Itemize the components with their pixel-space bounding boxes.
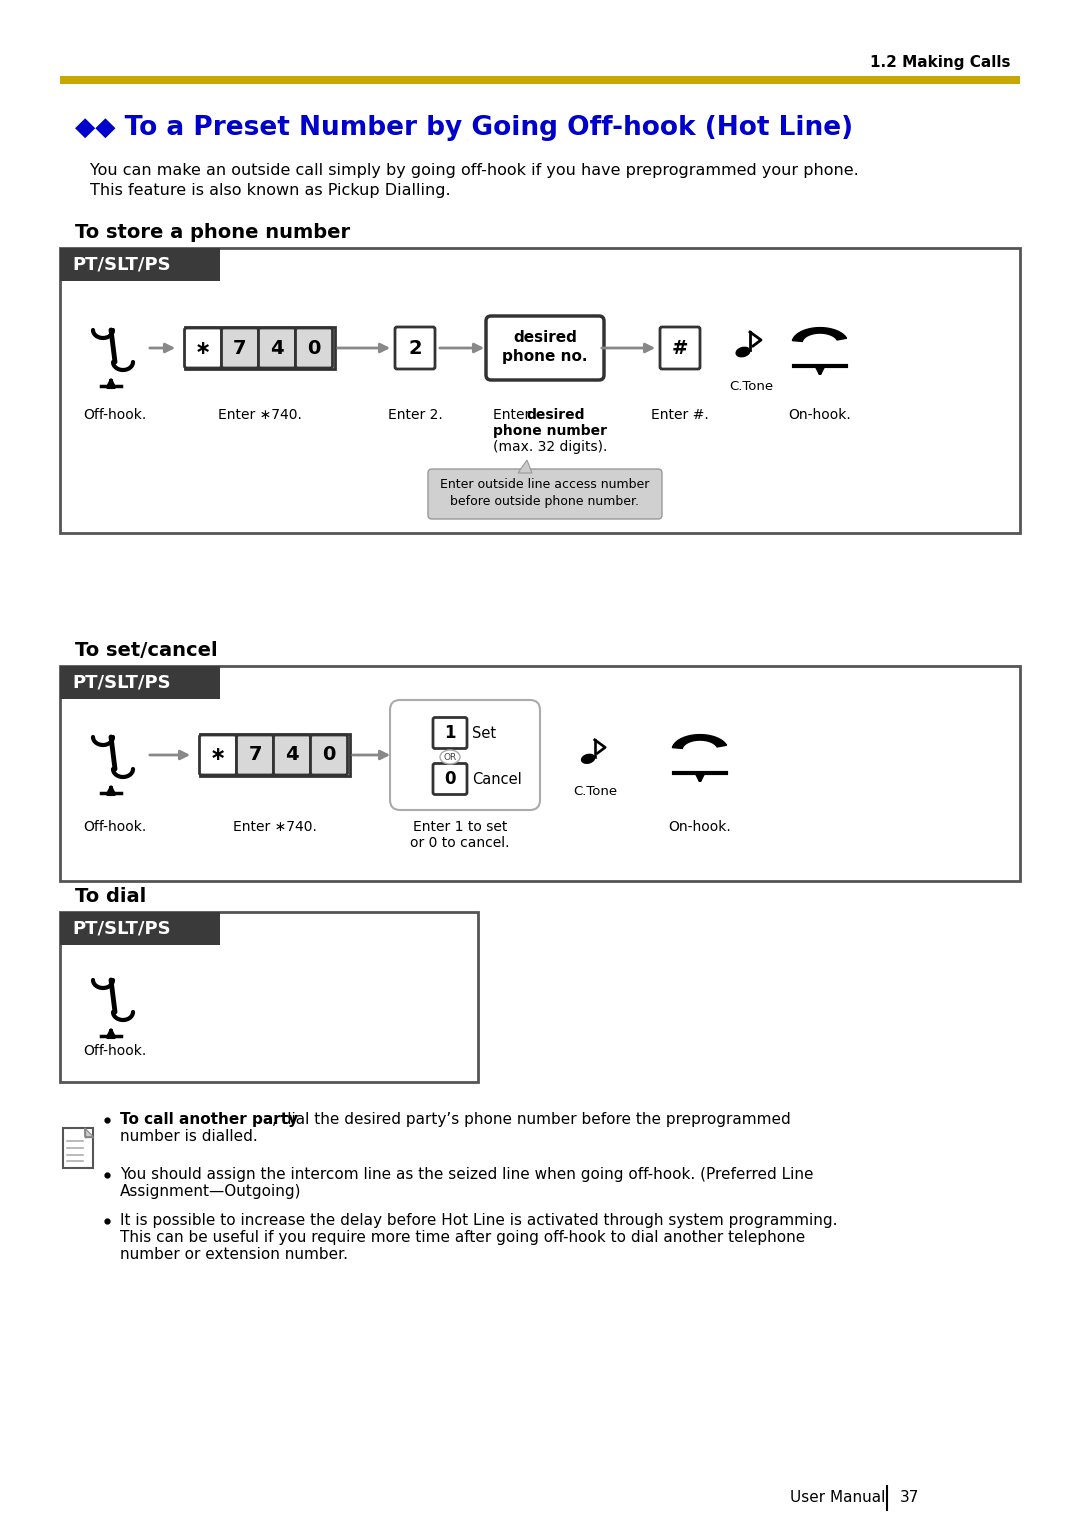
Bar bbox=[60, 248, 220, 281]
FancyBboxPatch shape bbox=[486, 316, 604, 380]
FancyBboxPatch shape bbox=[433, 764, 467, 795]
Text: You should assign the intercom line as the seized line when going off-hook. (Pre: You should assign the intercom line as t… bbox=[120, 1167, 813, 1183]
Text: #: # bbox=[672, 339, 688, 358]
Text: Enter 2.: Enter 2. bbox=[388, 408, 443, 422]
Text: (max. 32 digits).: (max. 32 digits). bbox=[492, 440, 607, 454]
Text: Enter: Enter bbox=[492, 408, 535, 422]
Polygon shape bbox=[518, 460, 532, 474]
Bar bbox=[60, 666, 220, 698]
Text: ◆◆ To a Preset Number by Going Off-hook (Hot Line): ◆◆ To a Preset Number by Going Off-hook … bbox=[75, 115, 853, 141]
Text: desired: desired bbox=[526, 408, 584, 422]
Text: 2: 2 bbox=[408, 339, 422, 358]
FancyBboxPatch shape bbox=[390, 700, 540, 810]
FancyBboxPatch shape bbox=[185, 329, 221, 368]
Ellipse shape bbox=[582, 755, 595, 764]
Text: Cancel: Cancel bbox=[472, 772, 522, 787]
Text: number or extension number.: number or extension number. bbox=[120, 1247, 348, 1262]
Text: It is possible to increase the delay before Hot Line is activated through system: It is possible to increase the delay bef… bbox=[120, 1213, 837, 1229]
Text: 1: 1 bbox=[444, 724, 456, 743]
Text: , dial the desired party’s phone number before the preprogrammed: , dial the desired party’s phone number … bbox=[272, 1112, 791, 1128]
Text: 0: 0 bbox=[444, 770, 456, 788]
FancyBboxPatch shape bbox=[258, 329, 296, 368]
Text: ∗: ∗ bbox=[194, 339, 212, 358]
Text: Enter ∗740.: Enter ∗740. bbox=[233, 821, 316, 834]
Text: Off-hook.: Off-hook. bbox=[83, 821, 147, 834]
Bar bbox=[200, 733, 350, 776]
Text: C.Tone: C.Tone bbox=[729, 380, 773, 393]
Text: Enter #.: Enter #. bbox=[651, 408, 708, 422]
Text: C.Tone: C.Tone bbox=[572, 785, 617, 798]
Text: PT/SLT/PS: PT/SLT/PS bbox=[72, 920, 171, 938]
Text: number is dialled.: number is dialled. bbox=[120, 1129, 258, 1144]
Text: desired: desired bbox=[513, 330, 577, 345]
Text: 0: 0 bbox=[322, 746, 336, 764]
Text: before outside phone number.: before outside phone number. bbox=[450, 495, 639, 509]
Text: phone number: phone number bbox=[492, 423, 607, 439]
Text: OR: OR bbox=[444, 752, 457, 761]
Polygon shape bbox=[84, 1128, 93, 1137]
Text: 7: 7 bbox=[248, 746, 261, 764]
Text: To set/cancel: To set/cancel bbox=[75, 640, 218, 660]
FancyBboxPatch shape bbox=[273, 735, 311, 775]
Text: 4: 4 bbox=[270, 339, 284, 358]
Text: Enter 1 to set: Enter 1 to set bbox=[413, 821, 508, 834]
Text: Off-hook.: Off-hook. bbox=[83, 1044, 147, 1057]
Text: On-hook.: On-hook. bbox=[669, 821, 731, 834]
FancyBboxPatch shape bbox=[433, 718, 467, 749]
Text: 37: 37 bbox=[900, 1490, 919, 1505]
Text: 4: 4 bbox=[285, 746, 299, 764]
Text: On-hook.: On-hook. bbox=[788, 408, 851, 422]
FancyBboxPatch shape bbox=[221, 329, 258, 368]
Text: Enter outside line access number: Enter outside line access number bbox=[441, 477, 650, 490]
Text: To store a phone number: To store a phone number bbox=[75, 223, 350, 241]
Bar bbox=[60, 76, 1020, 84]
Text: This feature is also known as Pickup Dialling.: This feature is also known as Pickup Dia… bbox=[90, 182, 450, 197]
Text: User Manual: User Manual bbox=[789, 1490, 886, 1505]
Text: You can make an outside call simply by going off-hook if you have preprogrammed : You can make an outside call simply by g… bbox=[90, 162, 859, 177]
Text: Enter ∗740.: Enter ∗740. bbox=[218, 408, 302, 422]
Text: phone no.: phone no. bbox=[502, 350, 588, 365]
Text: 1.2 Making Calls: 1.2 Making Calls bbox=[869, 55, 1010, 69]
FancyBboxPatch shape bbox=[660, 327, 700, 368]
Bar bbox=[60, 248, 1020, 533]
Bar bbox=[63, 1128, 93, 1167]
FancyBboxPatch shape bbox=[311, 735, 348, 775]
FancyBboxPatch shape bbox=[237, 735, 273, 775]
Text: To call another party: To call another party bbox=[120, 1112, 298, 1128]
Polygon shape bbox=[793, 327, 847, 341]
Text: PT/SLT/PS: PT/SLT/PS bbox=[72, 674, 171, 692]
Text: Off-hook.: Off-hook. bbox=[83, 408, 147, 422]
Ellipse shape bbox=[440, 750, 460, 764]
Text: ∗: ∗ bbox=[210, 746, 226, 764]
FancyBboxPatch shape bbox=[296, 329, 333, 368]
FancyBboxPatch shape bbox=[428, 469, 662, 520]
Polygon shape bbox=[673, 735, 727, 749]
Bar bbox=[60, 666, 1020, 882]
Ellipse shape bbox=[737, 347, 750, 356]
Text: This can be useful if you require more time after going off-hook to dial another: This can be useful if you require more t… bbox=[120, 1230, 806, 1245]
Text: To dial: To dial bbox=[75, 886, 146, 906]
FancyBboxPatch shape bbox=[200, 735, 237, 775]
Bar bbox=[60, 912, 478, 1082]
Text: 7: 7 bbox=[233, 339, 246, 358]
Text: PT/SLT/PS: PT/SLT/PS bbox=[72, 255, 171, 274]
Bar bbox=[185, 327, 335, 368]
FancyBboxPatch shape bbox=[395, 327, 435, 368]
Text: or 0 to cancel.: or 0 to cancel. bbox=[410, 836, 510, 850]
Text: Set: Set bbox=[472, 726, 496, 741]
Text: Assignment—Outgoing): Assignment—Outgoing) bbox=[120, 1184, 301, 1199]
Text: 0: 0 bbox=[308, 339, 321, 358]
Bar bbox=[60, 912, 220, 944]
